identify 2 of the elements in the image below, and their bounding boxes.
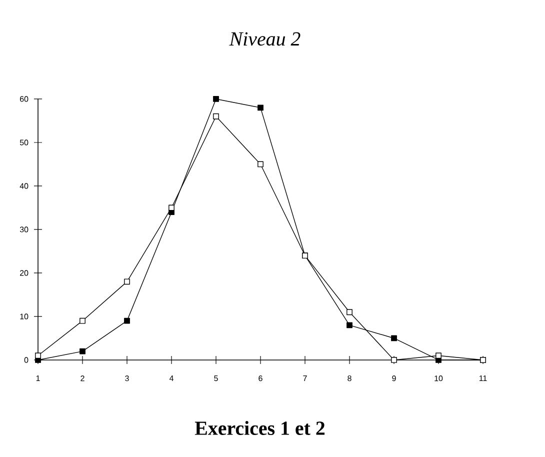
x-axis-title: Exercices 1 et 2 [194, 420, 325, 435]
chart-title: Niveau 2 [229, 32, 300, 46]
